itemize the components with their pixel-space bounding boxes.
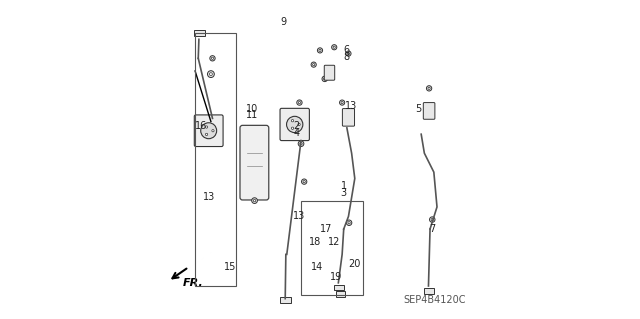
FancyBboxPatch shape — [240, 125, 269, 200]
Bar — [194, 30, 205, 36]
Circle shape — [429, 217, 435, 222]
Text: 13: 13 — [203, 192, 215, 203]
Circle shape — [291, 127, 294, 130]
Circle shape — [252, 198, 257, 204]
FancyBboxPatch shape — [195, 115, 223, 146]
Text: 1: 1 — [340, 182, 347, 191]
Text: 12: 12 — [328, 237, 340, 247]
Text: 6: 6 — [344, 45, 350, 56]
FancyBboxPatch shape — [423, 103, 435, 119]
Circle shape — [297, 100, 302, 105]
Text: 7: 7 — [429, 224, 435, 234]
Bar — [301, 201, 363, 295]
Circle shape — [346, 220, 352, 226]
Text: 2: 2 — [293, 121, 300, 131]
Circle shape — [301, 179, 307, 184]
Circle shape — [212, 130, 214, 132]
Text: 13: 13 — [346, 101, 358, 111]
Text: 10: 10 — [246, 104, 258, 114]
Circle shape — [291, 120, 294, 122]
Circle shape — [333, 46, 335, 48]
Text: 16: 16 — [195, 121, 207, 131]
Circle shape — [300, 143, 302, 145]
Circle shape — [298, 141, 304, 146]
Circle shape — [428, 87, 430, 89]
Circle shape — [312, 63, 315, 66]
Text: 5: 5 — [415, 104, 421, 114]
Text: 13: 13 — [293, 211, 305, 221]
Circle shape — [426, 86, 432, 91]
Circle shape — [205, 126, 208, 128]
Text: SEP4B4120C: SEP4B4120C — [403, 295, 465, 305]
Circle shape — [298, 123, 300, 126]
Bar — [336, 291, 346, 297]
Circle shape — [324, 78, 326, 80]
Text: 19: 19 — [330, 271, 342, 281]
Text: 9: 9 — [280, 17, 287, 27]
Text: 11: 11 — [246, 110, 258, 120]
Bar — [333, 285, 344, 290]
Circle shape — [211, 57, 214, 59]
Text: 14: 14 — [310, 262, 323, 272]
Text: 8: 8 — [344, 52, 350, 62]
Circle shape — [311, 62, 316, 67]
FancyBboxPatch shape — [342, 108, 355, 126]
Circle shape — [348, 222, 350, 224]
Text: 20: 20 — [348, 259, 361, 269]
Circle shape — [322, 76, 328, 82]
Bar — [424, 288, 435, 293]
Circle shape — [298, 101, 301, 104]
Text: 3: 3 — [340, 188, 347, 198]
FancyBboxPatch shape — [280, 108, 309, 141]
Circle shape — [201, 123, 217, 139]
Circle shape — [287, 116, 303, 133]
Circle shape — [319, 49, 321, 51]
Text: 18: 18 — [309, 237, 321, 247]
Circle shape — [210, 56, 215, 61]
Bar — [280, 297, 291, 303]
Bar — [195, 33, 236, 286]
Text: 4: 4 — [293, 128, 300, 137]
Circle shape — [207, 71, 214, 78]
Circle shape — [205, 133, 208, 136]
Circle shape — [346, 51, 351, 56]
Circle shape — [431, 219, 433, 221]
Text: 17: 17 — [320, 224, 332, 234]
Circle shape — [348, 53, 349, 55]
Circle shape — [332, 45, 337, 50]
FancyBboxPatch shape — [324, 65, 335, 80]
Circle shape — [317, 48, 323, 53]
Text: FR.: FR. — [182, 278, 203, 288]
Circle shape — [209, 73, 212, 76]
Circle shape — [341, 101, 343, 104]
Circle shape — [253, 199, 256, 202]
Circle shape — [340, 100, 345, 105]
Text: 15: 15 — [223, 262, 236, 272]
Circle shape — [303, 181, 305, 183]
